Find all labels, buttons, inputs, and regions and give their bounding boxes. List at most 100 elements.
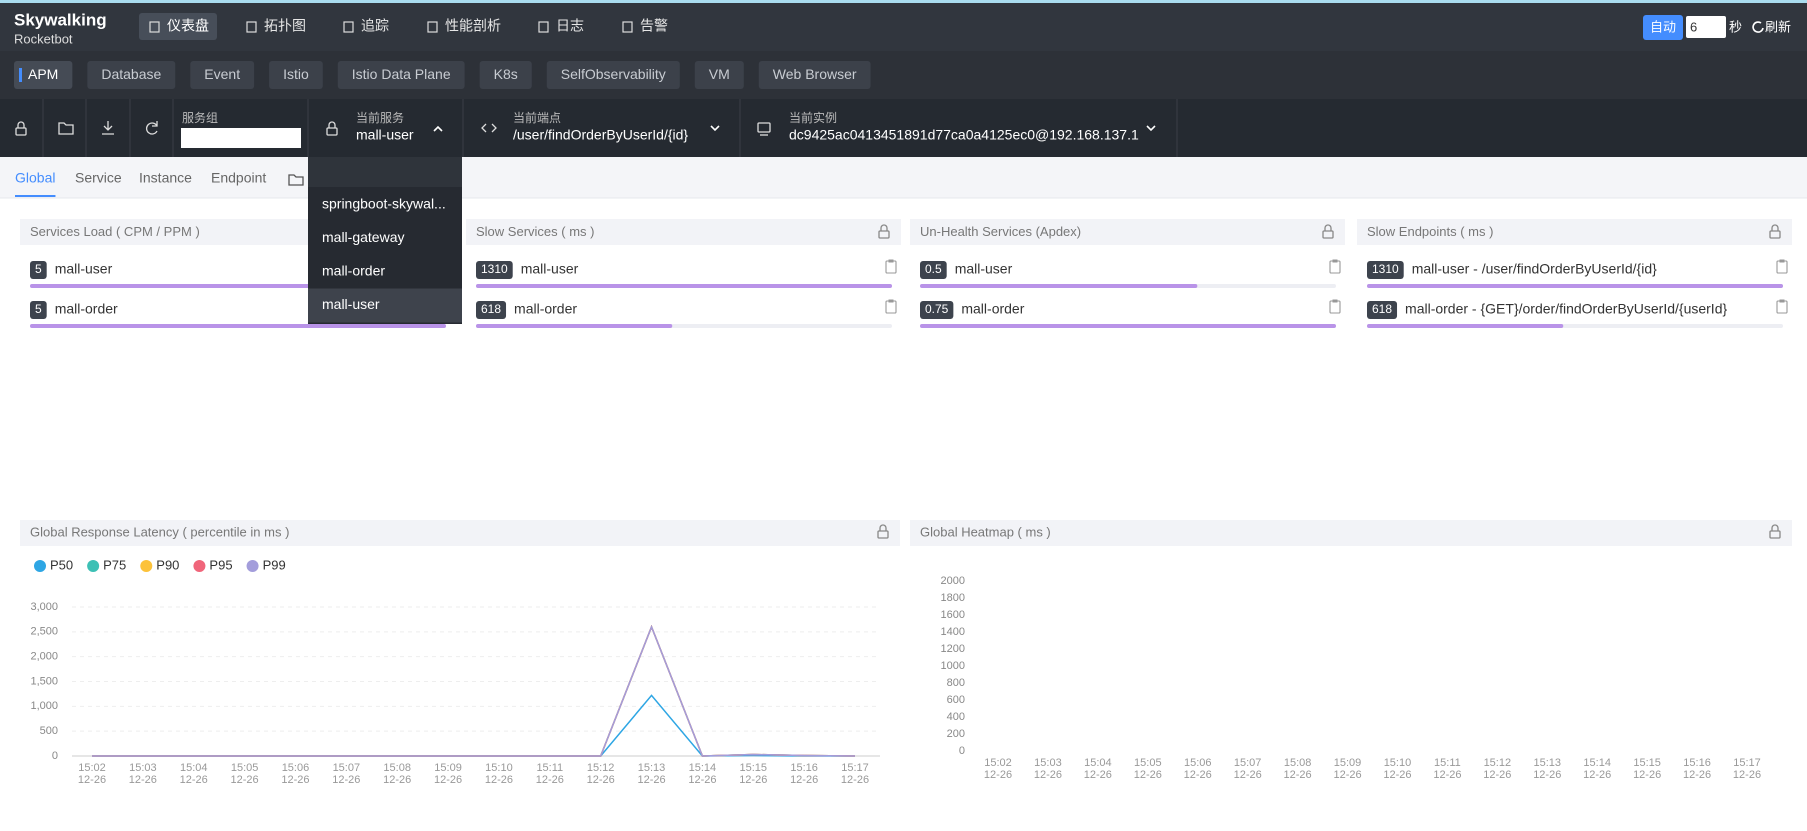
x-tick-label: 15:12: [587, 762, 615, 774]
group-label: 服务组: [182, 110, 218, 125]
x-tick-label: 15:16: [790, 762, 818, 774]
instance-value[interactable]: dc9425ac0413451891d77ca0a4125ec0@192.168…: [789, 127, 1139, 143]
legend-marker[interactable]: [193, 560, 206, 572]
x-tick-label: 15:11: [536, 762, 563, 774]
dropdown-option[interactable]: mall-user: [322, 296, 380, 312]
series-line: [92, 694, 855, 757]
dashboard-tab[interactable]: Instance: [139, 170, 192, 186]
legend-label[interactable]: P99: [263, 557, 286, 572]
interval-input[interactable]: [1686, 16, 1726, 38]
tab-underline: [15, 195, 56, 197]
chart-header: [20, 520, 900, 546]
panel-header: [466, 219, 901, 245]
x-tick-label: 15:15: [740, 762, 768, 774]
legend-marker[interactable]: [34, 560, 46, 572]
legend-label[interactable]: P90: [156, 557, 179, 572]
layer-button-label[interactable]: SelfObservability: [561, 66, 666, 82]
layer-button[interactable]: [694, 61, 744, 89]
chevron-down: [710, 125, 720, 132]
layer-button-label[interactable]: K8s: [494, 66, 518, 82]
nav-item[interactable]: 告警: [640, 18, 668, 34]
item-name[interactable]: mall-user: [55, 261, 113, 277]
item-name[interactable]: mall-user: [521, 261, 579, 277]
lock-icon: [878, 230, 890, 239]
service-value[interactable]: mall-user: [356, 127, 414, 143]
layer-button-label[interactable]: Istio Data Plane: [352, 66, 451, 82]
x-tick-date: 12-26: [1333, 769, 1361, 781]
legend-label[interactable]: P50: [50, 557, 73, 572]
group-input[interactable]: [181, 128, 301, 148]
layer-button[interactable]: [269, 61, 323, 89]
item-name[interactable]: mall-order - {GET}/order/findOrderByUser…: [1405, 301, 1727, 317]
x-tick-label: 15:13: [1534, 757, 1562, 769]
x-tick-date: 12-26: [587, 774, 615, 786]
refresh-button[interactable]: 刷新: [1765, 19, 1791, 34]
layer-button-label[interactable]: VM: [709, 66, 730, 82]
dropdown-search[interactable]: [308, 157, 462, 187]
series-line: [92, 624, 856, 757]
nav-item[interactable]: 拓扑图: [264, 18, 306, 34]
legend-label[interactable]: P75: [103, 557, 126, 572]
item-name[interactable]: mall-order: [55, 301, 118, 317]
chart-header: [910, 520, 1792, 546]
item-name[interactable]: mall-user: [955, 261, 1013, 277]
item-name[interactable]: mall-user - /user/findOrderByUserId/{id}: [1412, 261, 1657, 277]
tab-folder-icon[interactable]: [288, 174, 304, 186]
clipboard-icon: [1776, 260, 1788, 274]
dashboard-tab[interactable]: Endpoint: [211, 170, 266, 186]
clipboard-icon: [1329, 300, 1341, 314]
legend-marker[interactable]: [246, 560, 259, 572]
layer-button-label[interactable]: Web Browser: [773, 66, 857, 82]
nav-item[interactable]: 仪表盘: [167, 18, 209, 34]
x-tick-date: 12-26: [1533, 769, 1561, 781]
layer-button[interactable]: [87, 61, 176, 89]
bar: [1367, 324, 1564, 328]
dropdown-option[interactable]: mall-order: [322, 263, 385, 279]
download-icon[interactable]: [102, 121, 114, 135]
x-tick-label: 15:07: [1234, 757, 1262, 769]
lock-icon: [1771, 224, 1779, 231]
item-name[interactable]: mall-order: [961, 301, 1024, 317]
interval-unit: 秒: [1729, 19, 1742, 34]
nav-item[interactable]: 日志: [556, 18, 584, 34]
endpoint-value[interactable]: /user/findOrderByUserId/{id}: [513, 127, 688, 143]
layer-button-label[interactable]: Event: [204, 66, 240, 82]
dropdown-option[interactable]: springboot-skywal...: [322, 196, 446, 212]
layer-button[interactable]: [14, 61, 73, 89]
auto-button-label[interactable]: 自动: [1650, 19, 1676, 34]
value-badge-label: 0.5: [925, 262, 942, 276]
layer-button[interactable]: [546, 61, 680, 89]
reload-icon[interactable]: [145, 121, 158, 135]
legend-label[interactable]: P95: [209, 557, 232, 572]
interval-value: 6: [1690, 19, 1697, 34]
dashboard-tab[interactable]: Service: [75, 170, 122, 186]
dropdown-option[interactable]: mall-gateway: [322, 229, 404, 245]
x-tick-date: 12-26: [637, 774, 665, 786]
nav-item[interactable]: 性能剖析: [445, 18, 501, 34]
layer-button[interactable]: [337, 61, 465, 89]
clipboard-icon: [885, 260, 897, 274]
x-tick-date: 12-26: [434, 774, 462, 786]
layer-button-label[interactable]: Istio: [283, 66, 309, 82]
refresh-icon[interactable]: [1752, 21, 1764, 33]
item-name[interactable]: mall-order: [514, 301, 577, 317]
layer-button[interactable]: [479, 61, 532, 89]
x-tick-date: 12-26: [332, 774, 360, 786]
nav-icon: [149, 21, 160, 33]
layer-button-label[interactable]: Database: [101, 66, 161, 82]
x-tick-label: 15:16: [1683, 757, 1711, 769]
dashboard-tab[interactable]: Global: [15, 170, 55, 186]
value-badge-label: 0.75: [925, 302, 949, 316]
legend-marker[interactable]: [87, 560, 100, 572]
lock-icon: [1769, 530, 1781, 539]
nav-icon: [246, 21, 257, 33]
nav-item[interactable]: 追踪: [361, 18, 389, 34]
layer-button-label[interactable]: APM: [28, 66, 58, 82]
legend-marker[interactable]: [140, 560, 153, 572]
chart-title: Global Heatmap ( ms ): [920, 524, 1051, 539]
x-tick-date: 12-26: [688, 774, 716, 786]
auto-button[interactable]: [1643, 15, 1683, 40]
layer-button[interactable]: [190, 61, 255, 89]
folder-icon[interactable]: [58, 122, 74, 135]
layer-button[interactable]: [758, 61, 871, 89]
